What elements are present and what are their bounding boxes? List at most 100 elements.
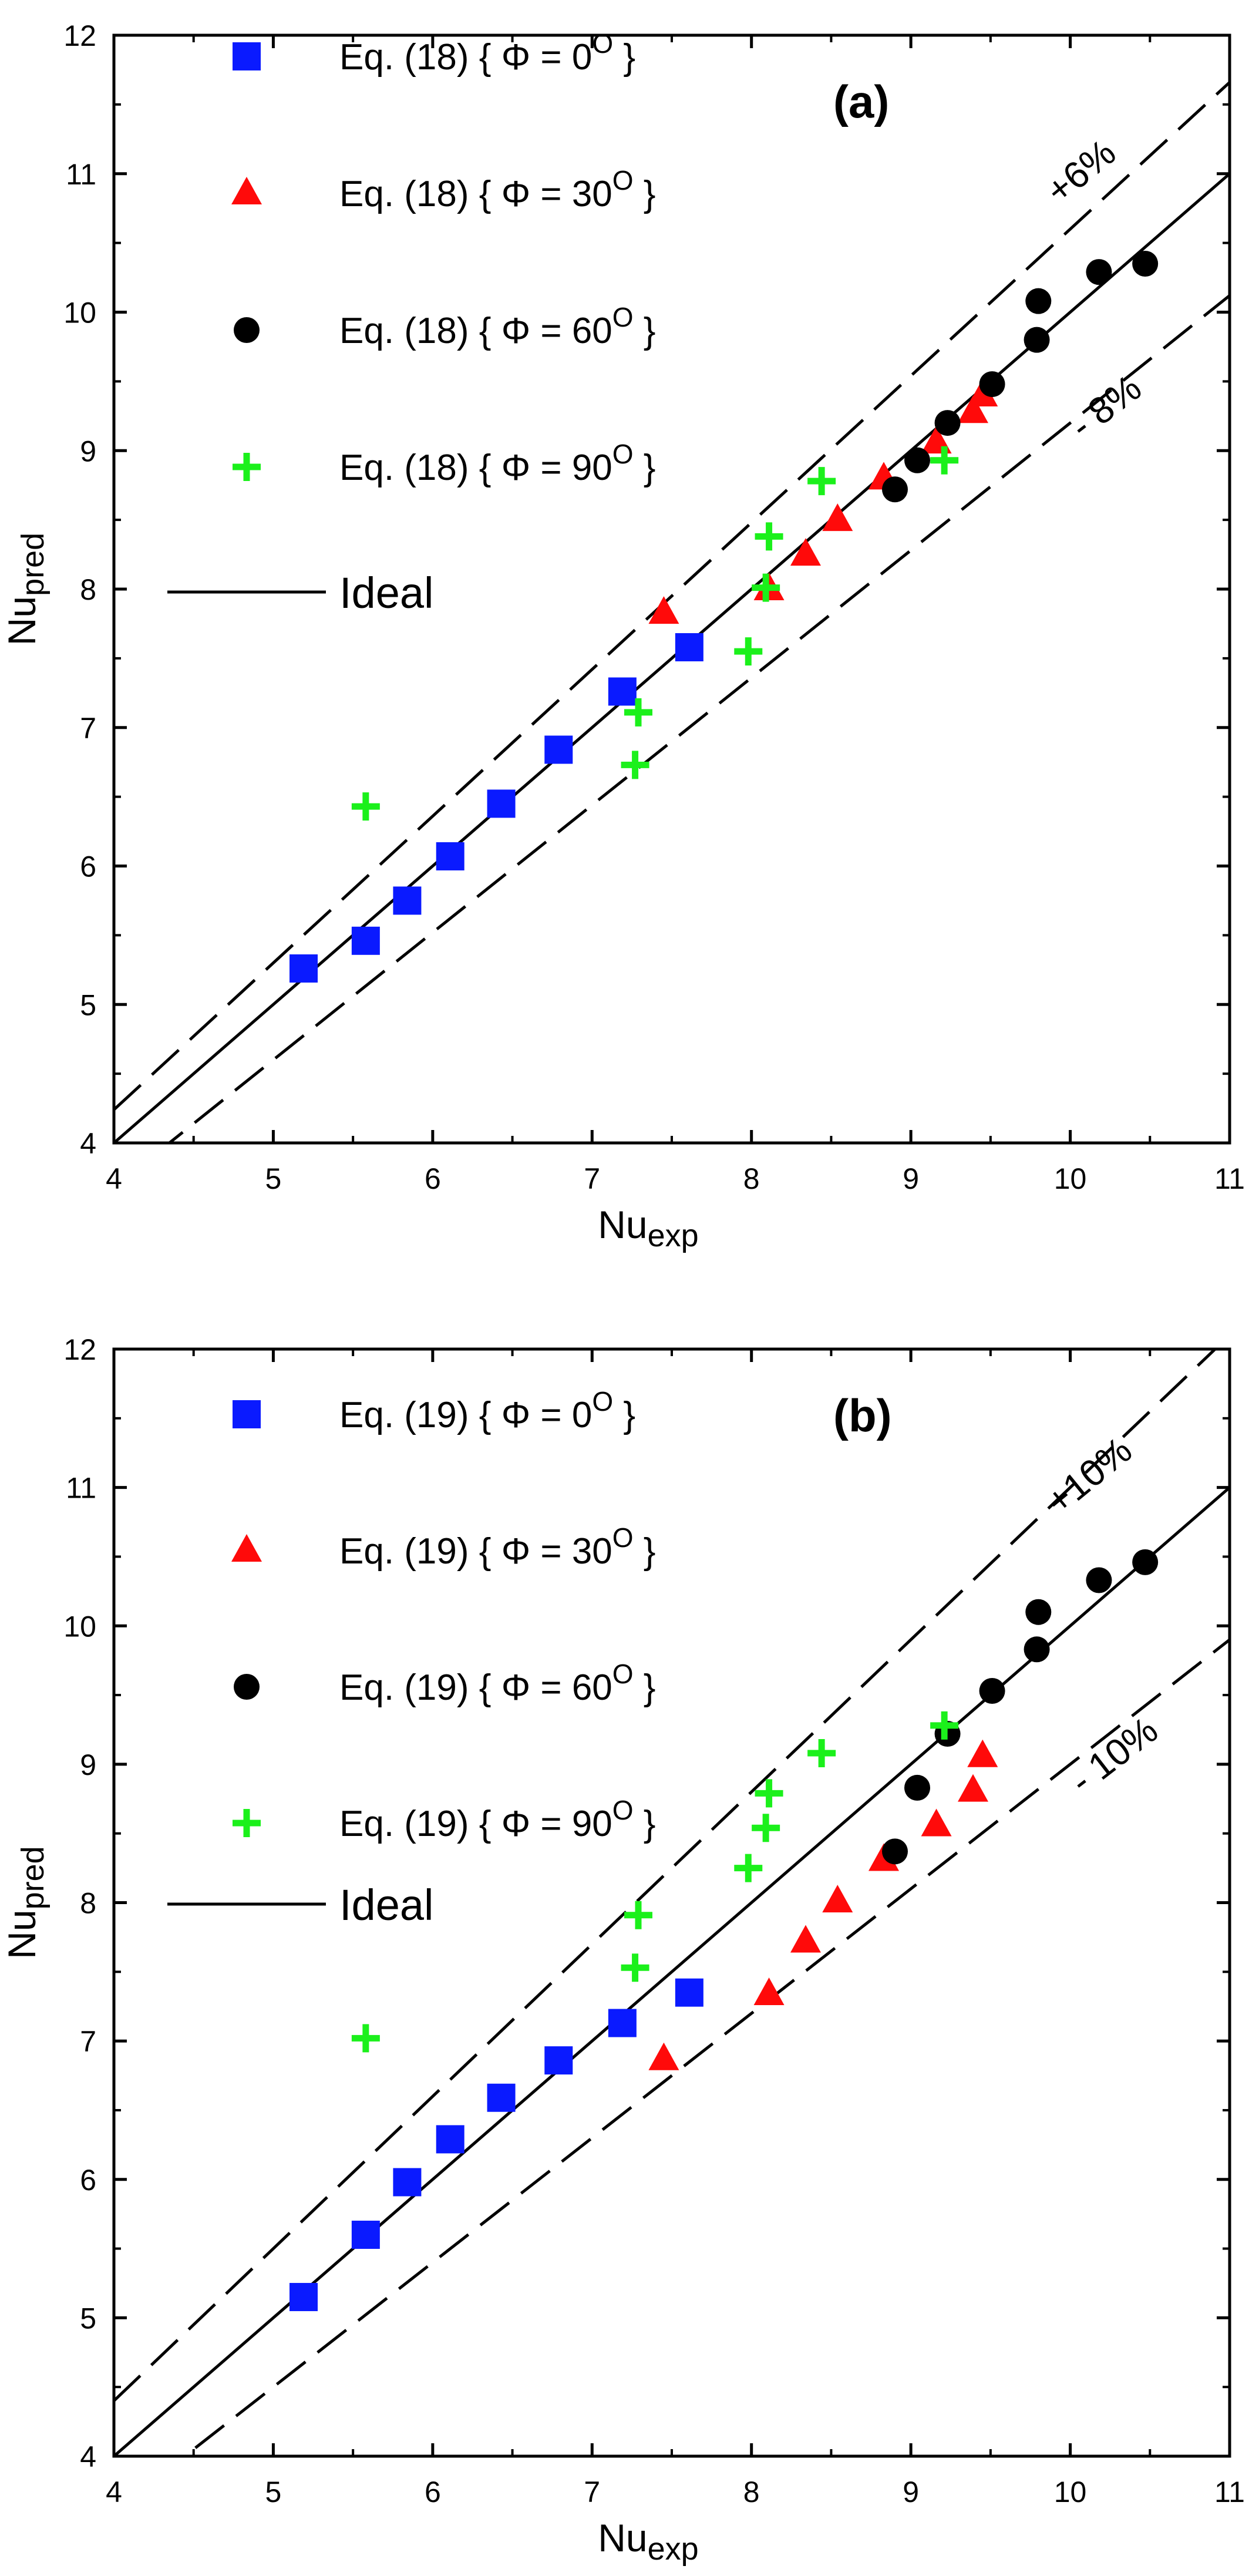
data-point-plus <box>807 467 836 496</box>
data-point-square <box>608 2009 637 2037</box>
data-point-square <box>289 2283 318 2312</box>
legend-label-close: } <box>634 174 656 214</box>
series-plus <box>351 446 959 821</box>
y-tick-label: 6 <box>80 2164 96 2197</box>
data-point-circle <box>882 476 908 503</box>
y-tick-label: 10 <box>63 297 96 329</box>
data-point-square <box>351 926 380 955</box>
y-tick-label: 12 <box>63 1333 96 1366</box>
y-tick-label: 8 <box>80 573 96 606</box>
y-tick-label: 11 <box>66 1472 96 1505</box>
y-tick-label: 10 <box>63 1610 96 1643</box>
data-point-square <box>675 633 703 662</box>
data-point-circle <box>882 1838 908 1865</box>
x-axis-title-sub: exp <box>648 2531 699 2567</box>
data-point-triangle <box>648 596 679 624</box>
legend-marker-square <box>233 42 261 70</box>
data-point-plus <box>930 1711 959 1740</box>
data-point-plus <box>752 573 780 602</box>
y-tick-label: 5 <box>80 988 96 1021</box>
y-axis-title-main: Nu <box>0 596 43 645</box>
x-axis-title: Nuexp <box>598 1203 698 1253</box>
data-point-plus <box>351 2024 380 2053</box>
data-point-triangle <box>967 1739 998 1767</box>
legend-label-close: } <box>634 448 656 488</box>
legend-label: Eq. (18) { Φ = 30O } <box>339 165 656 214</box>
legend-label-text: Eq. (19) { Φ = 60 <box>339 1667 612 1708</box>
data-point-circle <box>1025 288 1052 314</box>
legend-marker-circle <box>234 1674 260 1700</box>
y-tick-label: 5 <box>80 2302 96 2335</box>
data-point-circle <box>1132 250 1159 277</box>
y-tick-label: 8 <box>80 1887 96 1920</box>
legend-marker-triangle <box>231 177 262 204</box>
data-point-triangle <box>921 1808 952 1837</box>
x-tick-label: 5 <box>265 1162 282 1195</box>
legend-label: Eq. (18) { Φ = 90O } <box>339 439 656 488</box>
data-point-plus <box>752 1814 780 1842</box>
legend-label: Eq. (18) { Φ = 60O } <box>339 302 656 351</box>
legend-label-superscript: O <box>612 302 634 332</box>
y-axis-title: Nupred <box>0 1846 51 1959</box>
y-axis-title-sub: pred <box>15 533 51 596</box>
x-tick-label: 11 <box>1214 1162 1245 1195</box>
legend-label-text: Eq. (18) { Φ = 90 <box>339 448 612 488</box>
legend-label-superscript: O <box>592 1386 613 1417</box>
y-tick-label: 4 <box>80 2440 96 2473</box>
x-tick-label: 9 <box>903 1162 919 1195</box>
legend-ideal-label: Ideal <box>339 569 433 617</box>
legend-label: Eq. (19) { Φ = 90O } <box>339 1795 656 1844</box>
data-point-triangle <box>648 2042 679 2070</box>
data-point-circle <box>1132 1549 1159 1575</box>
data-point-triangle <box>753 1978 785 2006</box>
data-point-circle <box>934 410 961 436</box>
legend: Eq. (18) { Φ = 0O }Eq. (18) { Φ = 30O }E… <box>167 28 656 617</box>
data-point-circle <box>1025 1599 1052 1625</box>
data-point-circle <box>904 1774 930 1801</box>
data-point-plus <box>755 522 783 551</box>
data-point-square <box>436 2125 464 2154</box>
x-tick-label: 11 <box>1214 2476 1245 2508</box>
data-point-plus <box>807 1739 836 1768</box>
legend-label-superscript: O <box>612 1795 634 1825</box>
x-axis-title: Nuexp <box>598 2516 698 2567</box>
data-point-plus <box>351 792 380 821</box>
legend-label-superscript: O <box>612 1522 634 1553</box>
y-axis-title: Nupred <box>0 533 51 645</box>
data-point-triangle <box>822 503 853 532</box>
data-point-plus <box>734 637 763 666</box>
legend-label-close: } <box>634 1667 656 1708</box>
legend-label-close: } <box>613 37 635 78</box>
legend-marker-plus <box>233 1809 261 1837</box>
legend-label-text: Eq. (18) { Φ = 0 <box>339 37 592 78</box>
series-triangle <box>648 1739 998 2070</box>
data-point-triangle <box>958 395 988 423</box>
series-square <box>289 1978 703 2312</box>
y-tick-label: 11 <box>66 158 96 191</box>
series-square <box>289 633 703 983</box>
data-point-plus <box>624 1901 652 1929</box>
legend-label-superscript: O <box>592 28 613 59</box>
data-point-square <box>351 2221 380 2249</box>
y-tick-label: 12 <box>63 19 96 52</box>
x-tick-label: 5 <box>265 2476 282 2508</box>
data-point-square <box>487 2083 516 2112</box>
data-point-plus <box>621 751 649 779</box>
data-point-circle <box>1086 1567 1112 1593</box>
y-tick-label: 7 <box>80 712 96 745</box>
x-tick-label: 10 <box>1054 2476 1087 2508</box>
data-point-square <box>675 1978 703 2007</box>
legend-label-text: Eq. (18) { Φ = 30 <box>339 174 612 214</box>
data-point-plus <box>930 446 959 475</box>
x-axis-title-main: Nu <box>598 1203 647 1246</box>
x-tick-label: 6 <box>425 1162 441 1195</box>
legend-label-close: } <box>634 1804 656 1844</box>
data-point-square <box>436 842 464 870</box>
legend-label-close: } <box>613 1395 635 1435</box>
legend-marker-circle <box>234 317 260 343</box>
x-tick-label: 4 <box>106 2476 122 2508</box>
data-point-triangle <box>790 538 821 566</box>
x-tick-label: 10 <box>1054 1162 1087 1195</box>
